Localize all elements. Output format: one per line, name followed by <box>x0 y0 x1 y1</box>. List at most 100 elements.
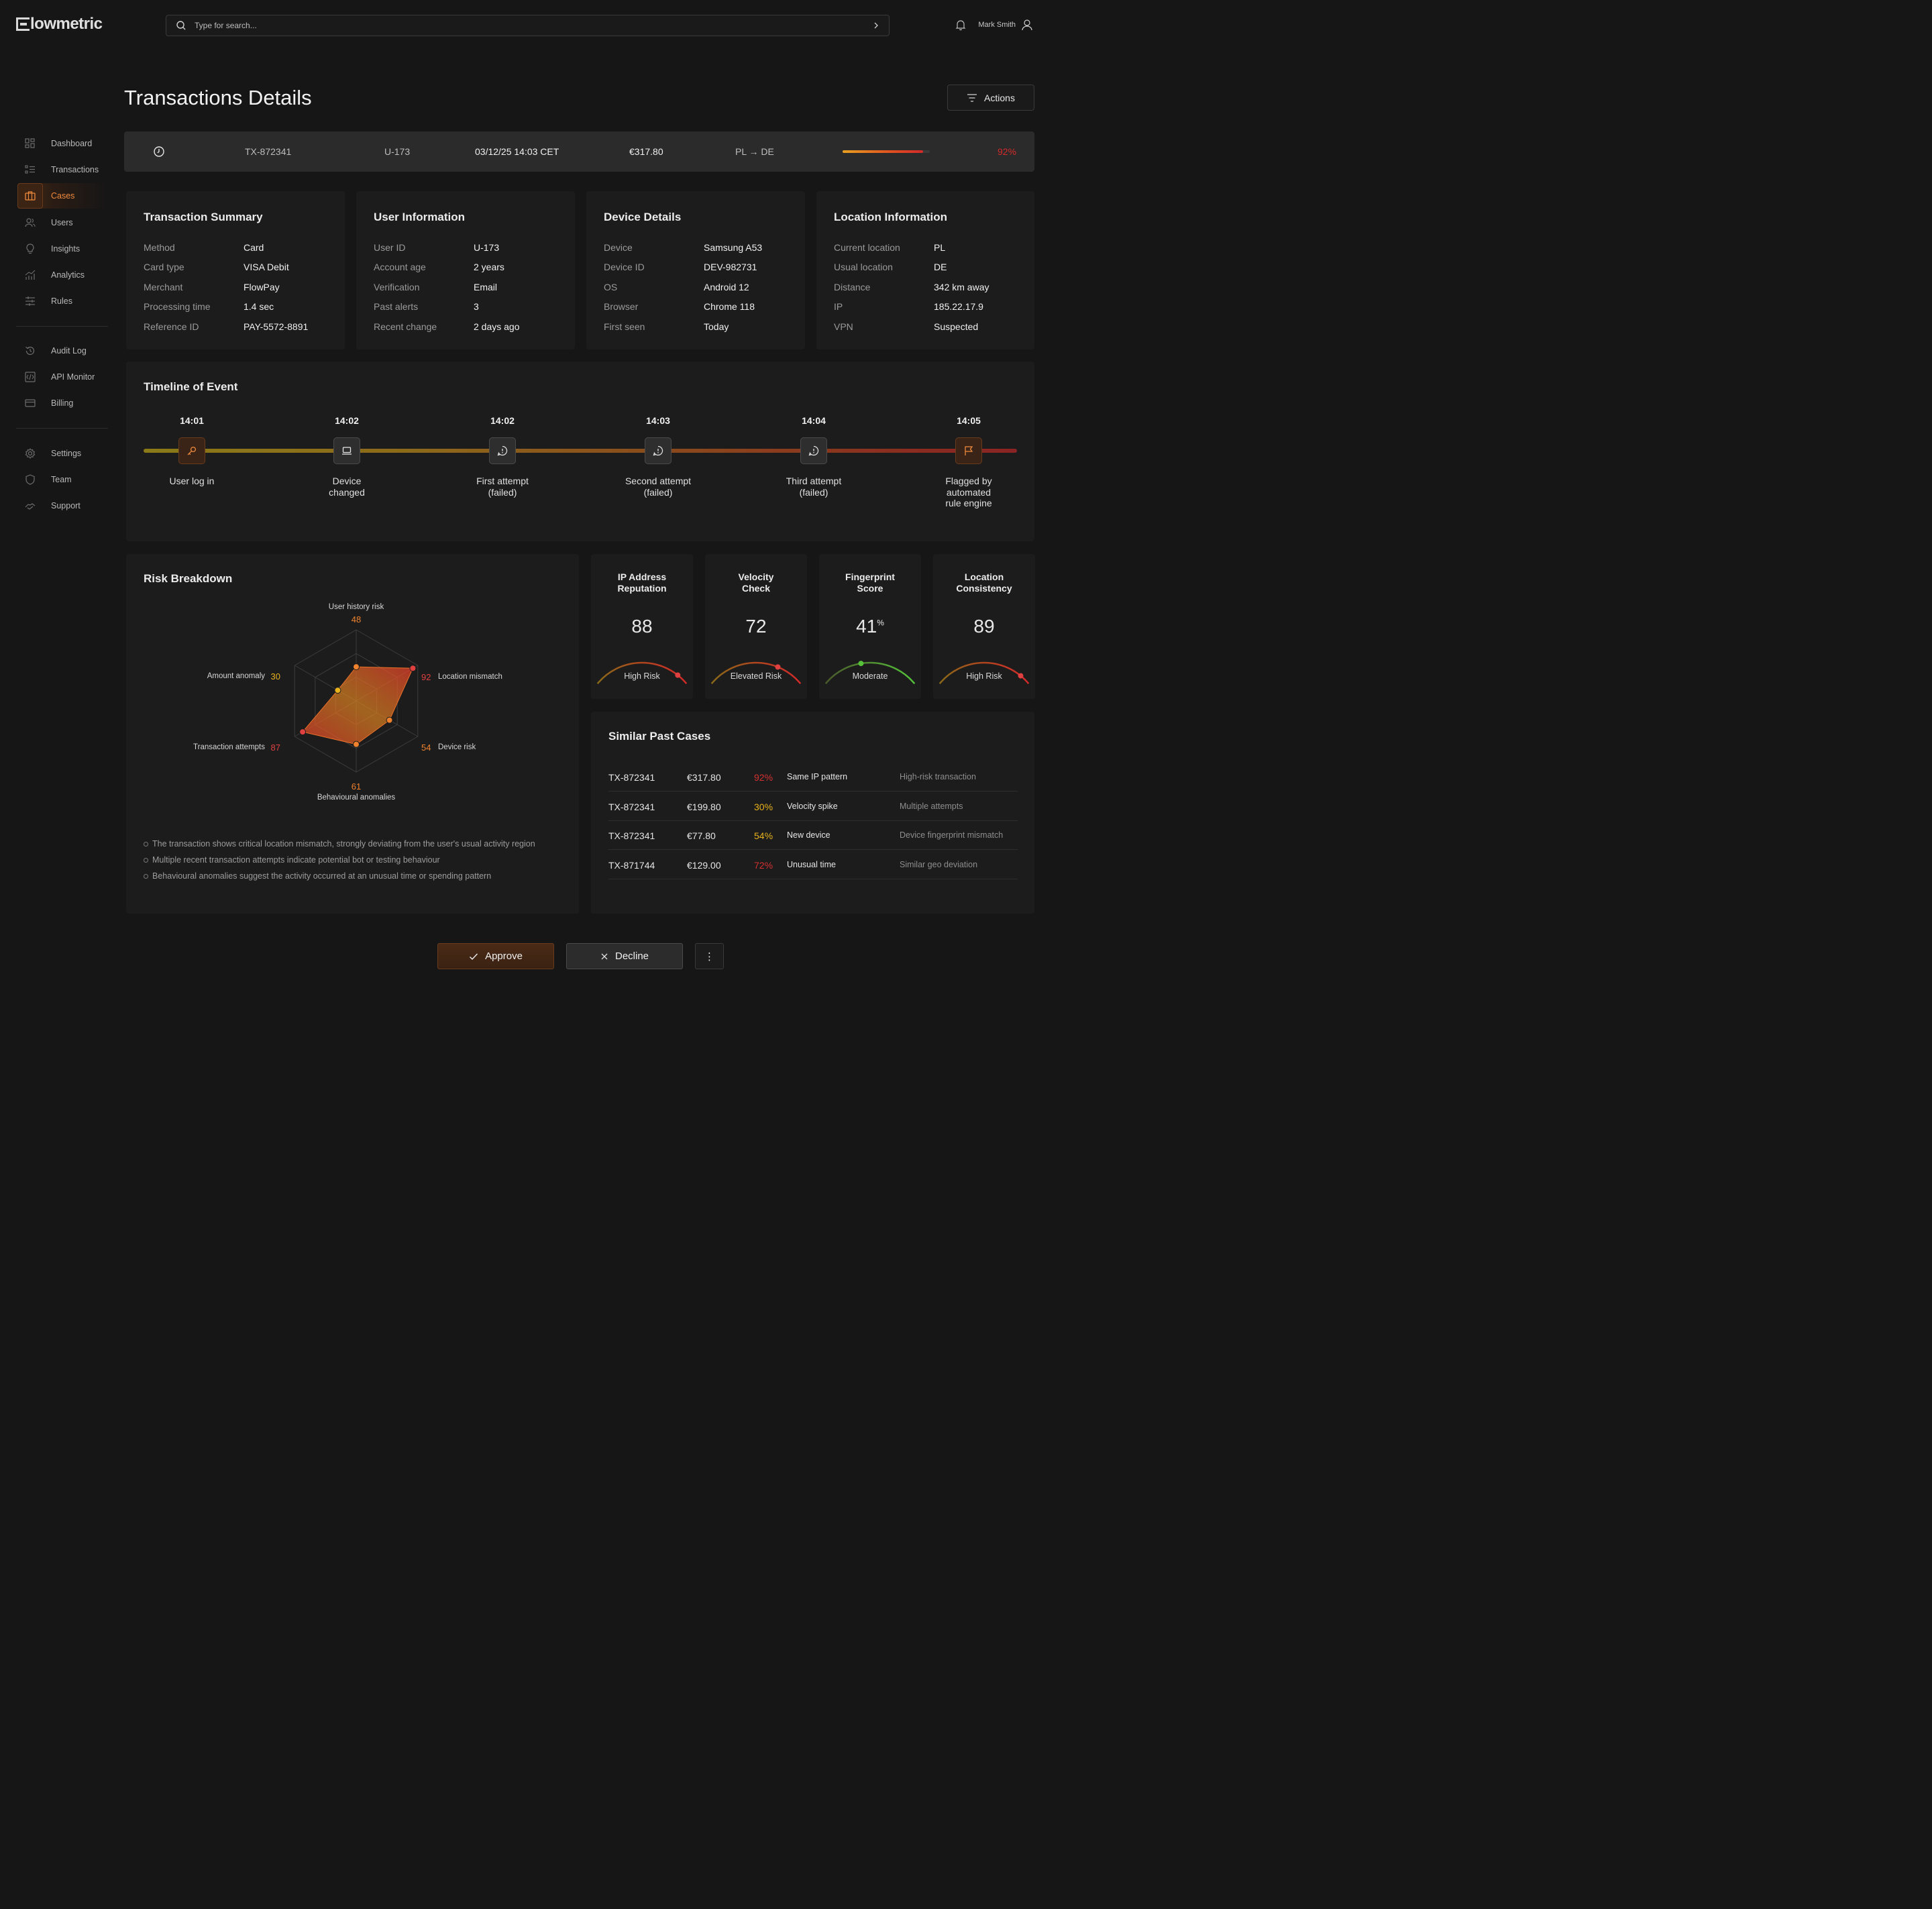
user-menu[interactable]: Mark Smith <box>978 19 1033 31</box>
timeline-node[interactable] <box>178 437 205 464</box>
sidebar-item-settings[interactable]: Settings <box>17 441 108 466</box>
sidebar-item-label: Rules <box>51 296 72 307</box>
timeline-time: 14:01 <box>180 415 204 426</box>
bell-icon[interactable] <box>955 19 966 31</box>
sidebar-item-support[interactable]: Support <box>17 493 108 519</box>
tx-route: PL → DE <box>735 146 774 157</box>
case-pattern: Same IP pattern <box>787 772 848 781</box>
score-value: 41% <box>819 616 921 637</box>
sidebar-item-insights[interactable]: Insights <box>17 236 108 262</box>
case-id: TX-872341 <box>608 772 655 783</box>
info-key: Usual location <box>834 262 893 273</box>
info-key: Merchant <box>144 281 183 292</box>
score-value: 89 <box>933 616 1035 637</box>
info-value: 2 days ago <box>474 321 520 332</box>
flag-icon <box>963 445 975 457</box>
search-input[interactable]: Type for search... <box>195 21 257 30</box>
info-value: 1.4 sec <box>244 301 274 313</box>
case-pattern: Unusual time <box>787 859 836 869</box>
score-number: 41 <box>856 616 877 637</box>
table-row[interactable]: TX-871744 €129.00 72% Unusual time Similar g… <box>608 851 1018 879</box>
radar-area <box>302 666 414 745</box>
sidebar-item-dashboard[interactable]: Dashboard <box>17 131 108 156</box>
risk-progress-fill <box>843 150 923 153</box>
info-key: Recent change <box>374 321 437 332</box>
table-row[interactable]: TX-872341 €199.80 30% Velocity spike Multipl… <box>608 792 1018 821</box>
sidebar-item-billing[interactable]: Billing <box>17 390 108 416</box>
score-card: Velocity Check 72 Elevated Risk <box>705 554 807 699</box>
timeline-label: First attempt (failed) <box>476 476 529 498</box>
radar-value-label: 54 <box>421 743 431 753</box>
info-key: Processing time <box>144 301 211 313</box>
tx-risk-percent: 92% <box>998 146 1017 157</box>
user-name: Mark Smith <box>978 21 1016 29</box>
sidebar-divider <box>16 326 108 327</box>
search-bar[interactable]: Type for search... <box>166 15 890 36</box>
risk-note: Multiple recent transaction attempts ind… <box>144 855 440 865</box>
score-title: IP Address Reputation <box>617 571 667 594</box>
tx-user-id: U-173 <box>384 146 411 157</box>
timeline-node[interactable] <box>645 437 672 464</box>
risk-note-text: Behavioural anomalies suggest the activi… <box>152 871 492 881</box>
info-value: Suspected <box>934 321 979 332</box>
table-row[interactable]: TX-872341 €317.80 92% Same IP pattern High-r… <box>608 763 1018 792</box>
timeline-node[interactable] <box>955 437 982 464</box>
sidebar-item-cases[interactable]: Cases <box>17 183 108 209</box>
sidebar-item-team[interactable]: Team <box>17 467 108 492</box>
radar-value-label: 48 <box>351 614 362 624</box>
dashboard-icon <box>17 131 43 156</box>
sidebar-item-transactions[interactable]: Transactions <box>17 157 108 182</box>
chevron-right-icon[interactable] <box>873 21 879 30</box>
info-key: Method <box>144 242 175 253</box>
timeline-time: 14:02 <box>335 415 359 426</box>
gauge-marker <box>1018 673 1024 679</box>
info-key: Account age <box>374 262 426 273</box>
table-row[interactable]: TX-872341 €77.80 54% New device Device finge… <box>608 821 1018 850</box>
sidebar-item-api-monitor[interactable]: API Monitor <box>17 364 108 390</box>
approve-button[interactable]: Approve <box>437 943 554 969</box>
case-pattern: New device <box>787 830 830 840</box>
info-key: Card type <box>144 262 184 273</box>
timeline-node[interactable] <box>489 437 516 464</box>
score-number: 72 <box>745 616 767 637</box>
decline-button[interactable]: Decline <box>566 943 683 969</box>
gauge-arc <box>710 661 802 684</box>
sidebar-item-users[interactable]: Users <box>17 210 108 235</box>
sidebar-item-rules[interactable]: Rules <box>17 288 108 314</box>
radar-axis-label: Device risk <box>438 743 476 751</box>
case-risk: 54% <box>754 830 773 841</box>
app-logo[interactable]: lowmetric <box>16 15 103 34</box>
approve-label: Approve <box>485 950 523 962</box>
case-note: High-risk transaction <box>900 772 976 781</box>
card-title: Location Information <box>834 211 948 223</box>
search-icon <box>176 21 186 30</box>
sidebar-item-label: Billing <box>51 398 74 408</box>
timeline-title: Timeline of Event <box>144 380 238 393</box>
message-alert-icon <box>496 445 508 457</box>
timeline-node[interactable] <box>333 437 360 464</box>
case-risk: 72% <box>754 859 773 871</box>
info-key: First seen <box>604 321 645 332</box>
radar-value-label: 61 <box>351 781 362 792</box>
logo-text: lowmetric <box>30 15 103 33</box>
timeline-time: 14:04 <box>802 415 826 426</box>
info-value: U-173 <box>474 242 500 253</box>
timeline-node[interactable] <box>800 437 827 464</box>
info-value: Card <box>244 242 264 253</box>
risk-note: The transaction shows critical location … <box>144 839 535 849</box>
radar-point <box>353 741 360 748</box>
timeline-time: 14:03 <box>646 415 670 426</box>
radar-value-label: 87 <box>270 743 280 753</box>
case-id: TX-872341 <box>608 830 655 841</box>
sidebar-item-label: Audit Log <box>51 346 87 356</box>
actions-button[interactable]: Actions <box>947 85 1034 111</box>
radar-point <box>386 716 393 724</box>
info-key: Browser <box>604 301 639 313</box>
radar-value-label: 30 <box>270 671 280 681</box>
sidebar-item-audit-log[interactable]: Audit Log <box>17 338 108 364</box>
case-amount: €77.80 <box>687 830 716 841</box>
sidebar-item-analytics[interactable]: Analytics <box>17 262 108 288</box>
more-options-button[interactable]: ⋮ <box>695 943 724 969</box>
score-number: 88 <box>631 616 653 637</box>
timeline-label: Third attempt (failed) <box>786 476 842 498</box>
